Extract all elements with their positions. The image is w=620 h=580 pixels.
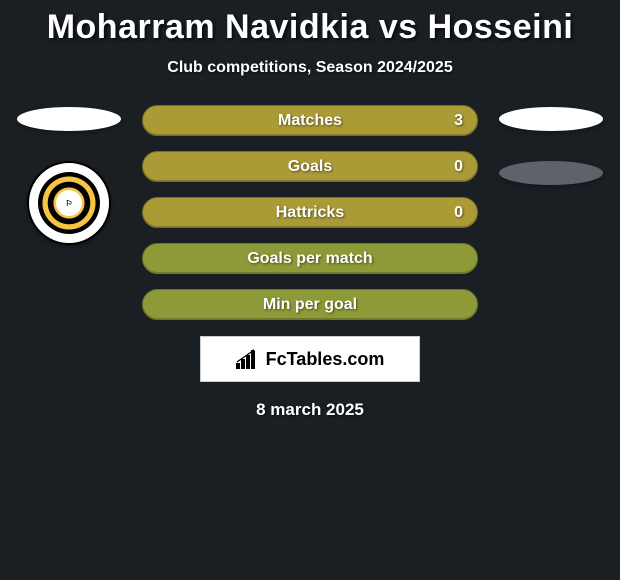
comparison-infographic: Moharram Navidkia vs Hosseini Club compe…: [0, 0, 620, 420]
stat-value: 3: [454, 112, 463, 130]
stat-bar: Hattricks 0: [142, 197, 478, 228]
page-subtitle: Club competitions, Season 2024/2025: [0, 59, 620, 77]
stat-label: Matches: [278, 112, 342, 130]
brand-badge: FcTables.com: [200, 336, 420, 382]
stat-value: 0: [454, 158, 463, 176]
club-logo-right-placeholder: [499, 161, 603, 185]
stat-label: Goals per match: [247, 250, 372, 268]
stat-bar: Min per goal: [142, 289, 478, 320]
stat-bar: Matches 3: [142, 105, 478, 136]
club-logo-left: ⚐: [27, 161, 111, 245]
layout-row: ⚐ Matches 3 Goals 0 Hattricks 0 Goals per matc…: [0, 105, 620, 320]
stat-label: Hattricks: [276, 204, 344, 222]
stat-bars: Matches 3 Goals 0 Hattricks 0 Goals per match M…: [142, 105, 478, 320]
stat-bar: Goals per match: [142, 243, 478, 274]
stat-label: Min per goal: [263, 296, 357, 314]
left-side: ⚐: [14, 105, 124, 245]
sepahan-logo-icon: ⚐: [38, 172, 100, 234]
stat-bar: Goals 0: [142, 151, 478, 182]
stat-value: 0: [454, 204, 463, 222]
bar-chart-icon: [236, 349, 260, 369]
page-title: Moharram Navidkia vs Hosseini: [0, 8, 620, 47]
player-avatar-left: [17, 107, 121, 131]
stat-label: Goals: [288, 158, 332, 176]
brand-text: FcTables.com: [266, 349, 385, 370]
date-label: 8 march 2025: [0, 400, 620, 420]
player-avatar-right: [499, 107, 603, 131]
right-side: [496, 105, 606, 185]
